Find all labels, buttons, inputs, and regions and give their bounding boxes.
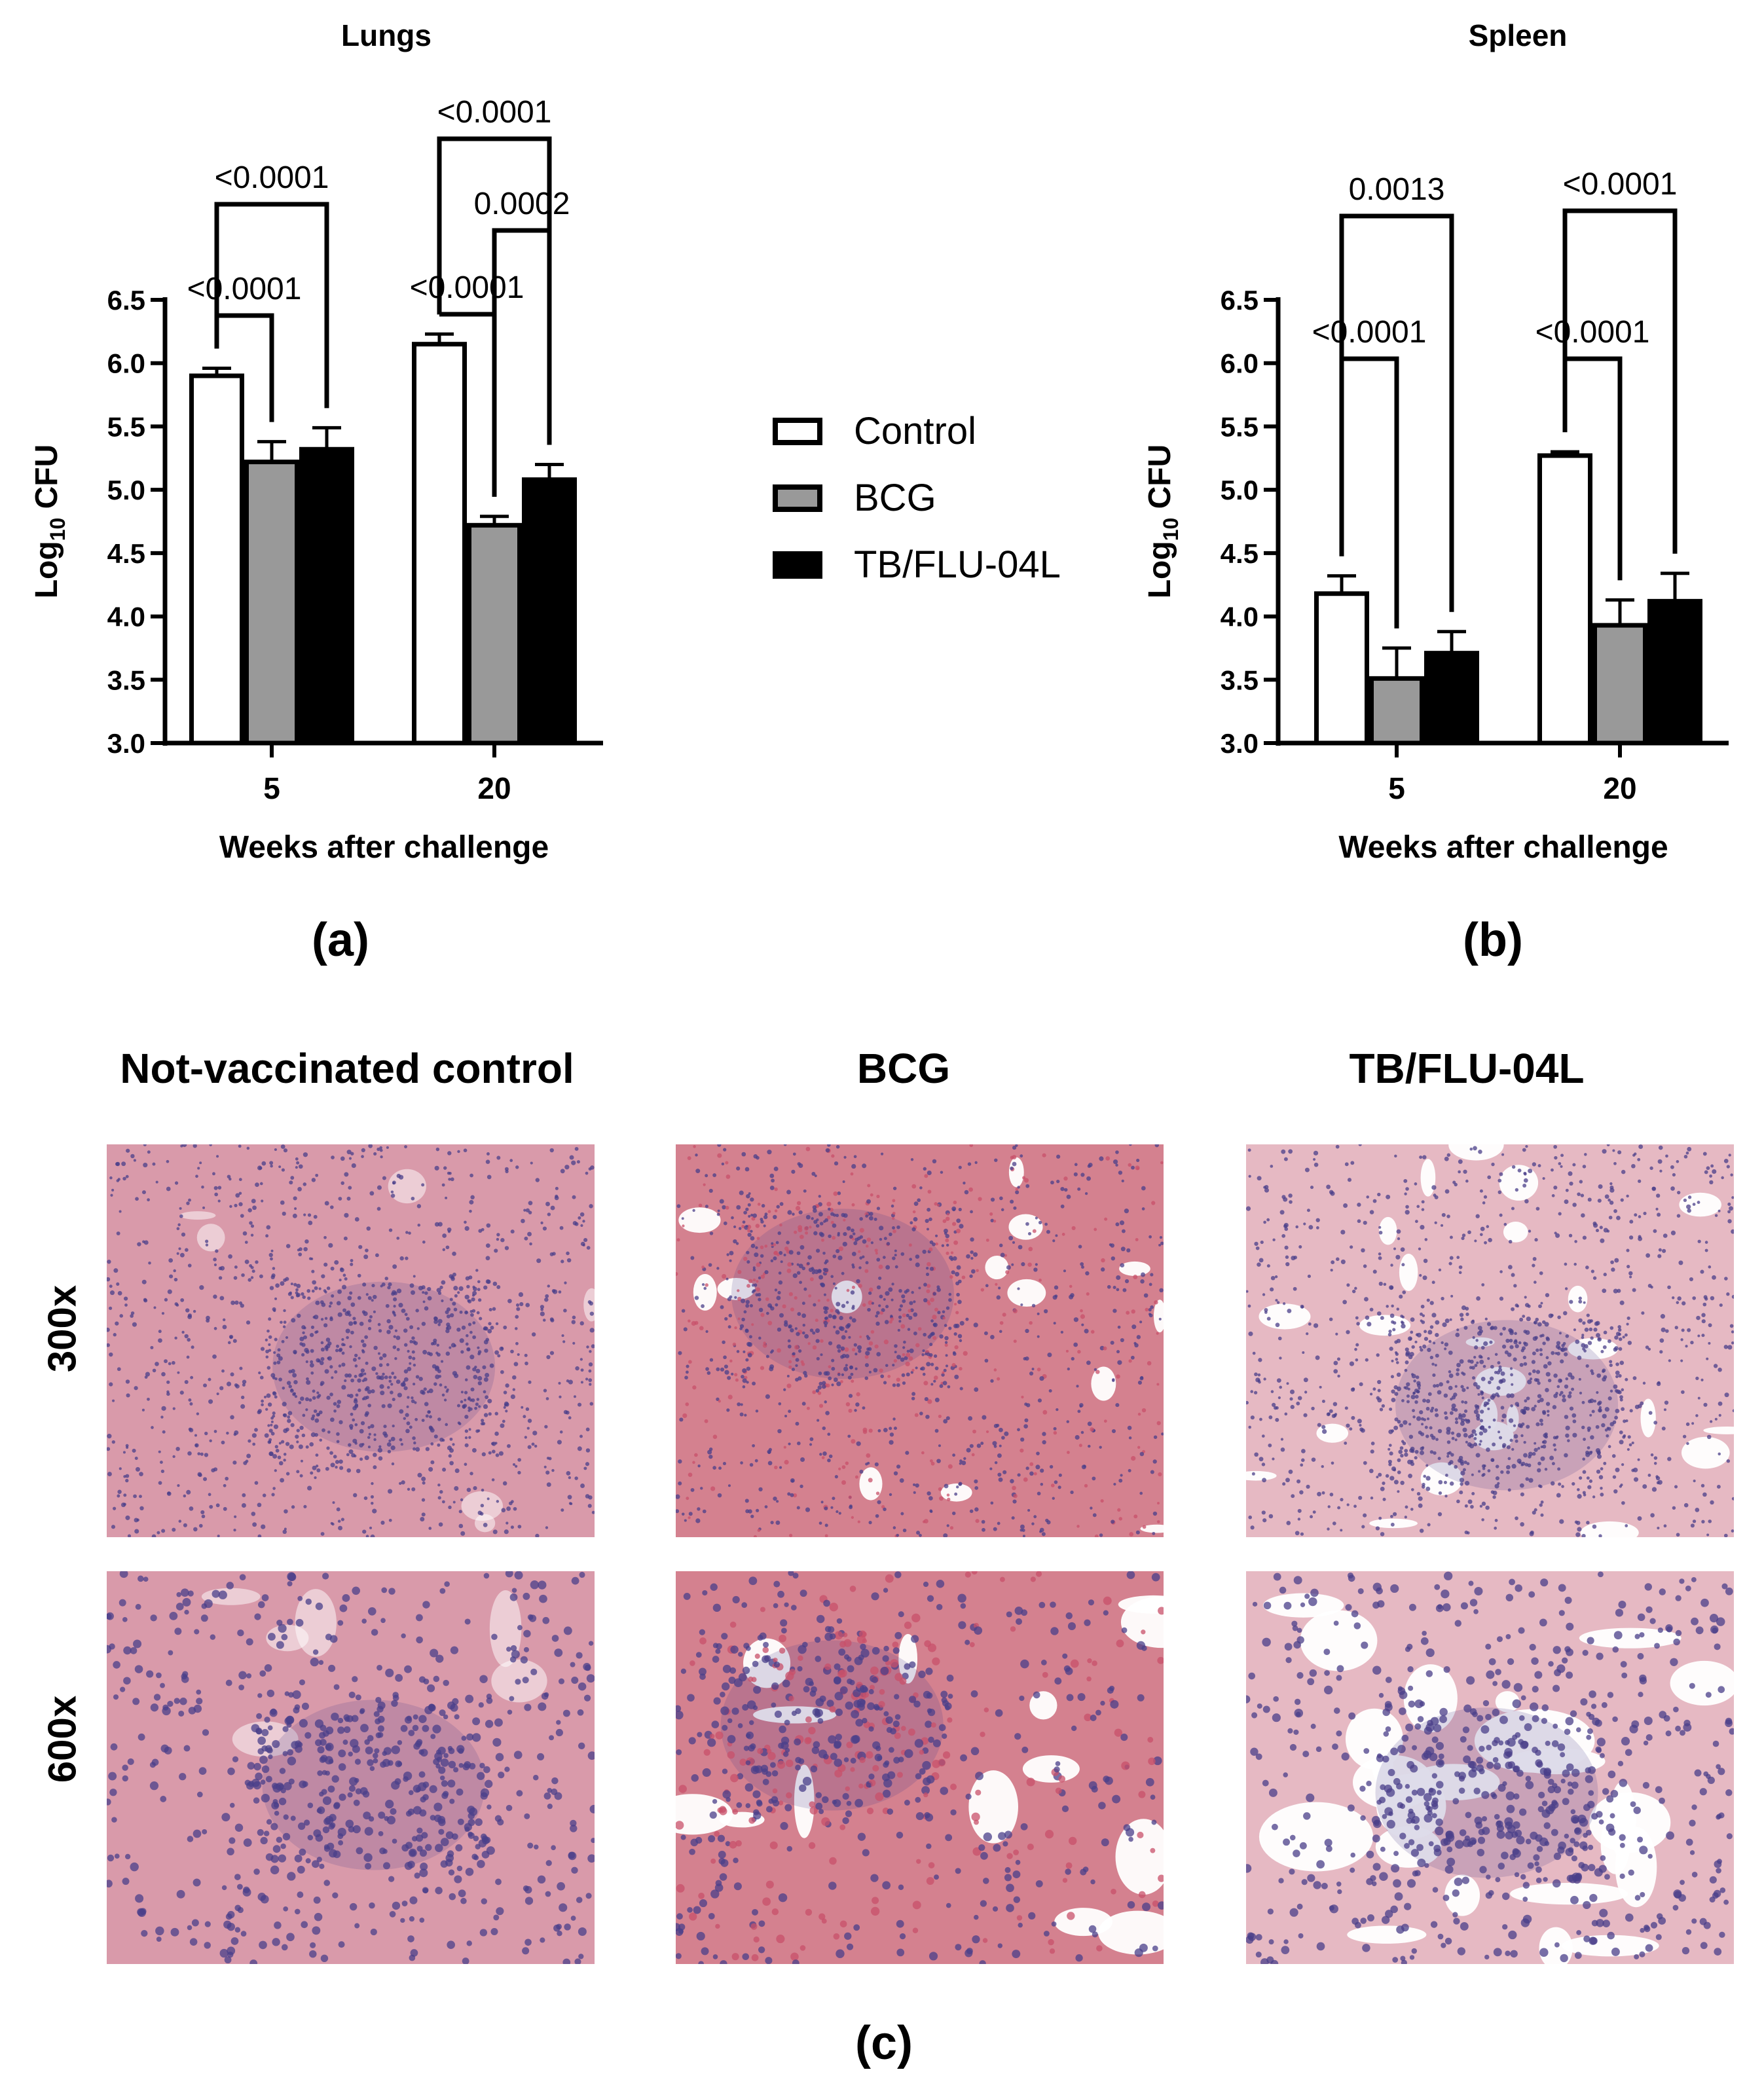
- spleen-y-tick-label: 4.0: [1221, 602, 1259, 632]
- lungs-y-tick-label: 4.5: [107, 538, 145, 569]
- spleen-x-tick-label: 20: [1603, 771, 1636, 805]
- spleen-p-value-label: 0.0013: [1349, 172, 1445, 207]
- spleen-x-axis-label: Weeks after challenge: [1338, 830, 1668, 865]
- legend-swatch-bcg: [773, 484, 822, 512]
- spleen-bar-control: [1537, 453, 1592, 746]
- spleen-cfu-chart: Spleen 3.0 3.5 4.0 4.5 5.0 5.5 6.0 6.5 Log10 CFU 5…: [1143, 18, 1729, 865]
- lungs-p-value-label: <0.0001: [410, 270, 524, 305]
- legend-item-bcg: BCG: [773, 476, 936, 520]
- lungs-bar-tb-flu-04l: [522, 477, 577, 746]
- lungs-significance-bracket: <0.0001: [214, 160, 329, 409]
- lungs-p-value-label: <0.0001: [215, 160, 329, 195]
- spleen-y-axis-label: Log10 CFU: [1143, 445, 1183, 599]
- lungs-p-value-label: <0.0001: [437, 95, 552, 130]
- legend-swatch-tbflu: [773, 551, 822, 579]
- spleen-significance-bracket: 0.0013: [1339, 172, 1454, 612]
- legend-label-tbflu: TB/FLU-04L: [854, 543, 1061, 586]
- spleen-p-value-label: <0.0001: [1563, 167, 1678, 202]
- histology-title-bcg: BCG: [856, 1045, 951, 1092]
- lungs-cfu-chart: Lungs 3.0 3.5 4.0 4.5 5.0 5.5 6.0 6.5 Log10 CFU 5 2…: [29, 18, 603, 865]
- histology-row-label-300x: 300x: [40, 1284, 84, 1373]
- spleen-y-tick-label: 6.0: [1221, 348, 1259, 379]
- lungs-bar-control: [189, 373, 244, 746]
- spleen-y-tick-label: 6.5: [1221, 285, 1259, 316]
- panel-label-b: (b): [1463, 914, 1523, 966]
- spleen-y-tick-label: 3.0: [1221, 728, 1259, 759]
- spleen-y-tick-label: 5.0: [1221, 475, 1259, 505]
- lungs-y-tick-label: 3.0: [107, 728, 145, 759]
- lungs-y-tick-label: 3.5: [107, 664, 145, 695]
- histology-image-control-600x: [107, 1571, 595, 1964]
- legend-item-control: Control: [773, 409, 976, 453]
- lungs-y-tick-label: 6.5: [107, 285, 145, 316]
- lungs-y-tick-label: 5.5: [107, 411, 145, 442]
- spleen-significance-bracket: <0.0001: [1562, 167, 1678, 554]
- lungs-y-axis-label: Log10 CFU: [29, 445, 69, 599]
- histology-image-bcg-300x: [676, 1144, 1164, 1537]
- spleen-y-tick-label: 5.5: [1221, 411, 1259, 442]
- lungs-y-tick-label: 6.0: [107, 348, 145, 379]
- histology-image-tbflu-600x: [1246, 1571, 1734, 1964]
- spleen-x-tick-label: 5: [1388, 771, 1405, 805]
- lungs-p-value-label: 0.0002: [474, 187, 570, 221]
- lungs-bar-bcg: [467, 522, 522, 746]
- spleen-chart-title: Spleen: [1469, 18, 1568, 52]
- lungs-significance-bracket: 0.0002: [474, 187, 570, 497]
- lungs-bar-bcg: [244, 460, 299, 746]
- histology-image-bcg-600x: [676, 1571, 1164, 1964]
- spleen-y-tick-label: 3.5: [1221, 664, 1259, 695]
- legend-swatch-control: [773, 417, 822, 445]
- lungs-x-axis-label: Weeks after challenge: [219, 830, 549, 865]
- spleen-bar-bcg: [1369, 676, 1424, 746]
- lungs-y-tick-label: 4.0: [107, 602, 145, 632]
- legend-label-control: Control: [854, 410, 976, 452]
- lungs-x-tick-label: 5: [263, 771, 280, 805]
- lungs-x-tick-label: 20: [477, 771, 511, 805]
- panel-label-a: (a): [312, 914, 369, 966]
- panel-label-c: (c): [855, 2017, 913, 2069]
- lungs-bar-tb-flu-04l: [299, 446, 354, 746]
- histology-title-tbflu: TB/FLU-04L: [1349, 1045, 1585, 1092]
- spleen-significance-bracket: <0.0001: [1312, 315, 1427, 628]
- spleen-bar-control: [1314, 591, 1369, 746]
- lungs-p-value-label: <0.0001: [187, 272, 302, 306]
- lungs-chart-title: Lungs: [341, 18, 432, 52]
- legend-item-tbflu: TB/FLU-04L: [773, 543, 1061, 587]
- legend-label-bcg: BCG: [854, 477, 936, 519]
- histology-title-control: Not-vaccinated control: [120, 1045, 574, 1092]
- lungs-y-tick-label: 5.0: [107, 475, 145, 505]
- spleen-bar-tb-flu-04l: [1647, 598, 1702, 746]
- histology-row-label-600x: 600x: [40, 1695, 84, 1783]
- histology-image-tbflu-300x: [1246, 1144, 1734, 1537]
- spleen-y-tick-label: 4.5: [1221, 538, 1259, 569]
- histology-image-control-300x: [107, 1144, 595, 1537]
- lungs-bar-control: [412, 342, 467, 746]
- lungs-significance-bracket: <0.0001: [437, 95, 552, 445]
- spleen-bar-bcg: [1592, 623, 1647, 746]
- spleen-p-value-label: <0.0001: [1535, 315, 1650, 350]
- spleen-bar-tb-flu-04l: [1424, 651, 1479, 746]
- spleen-p-value-label: <0.0001: [1312, 315, 1427, 350]
